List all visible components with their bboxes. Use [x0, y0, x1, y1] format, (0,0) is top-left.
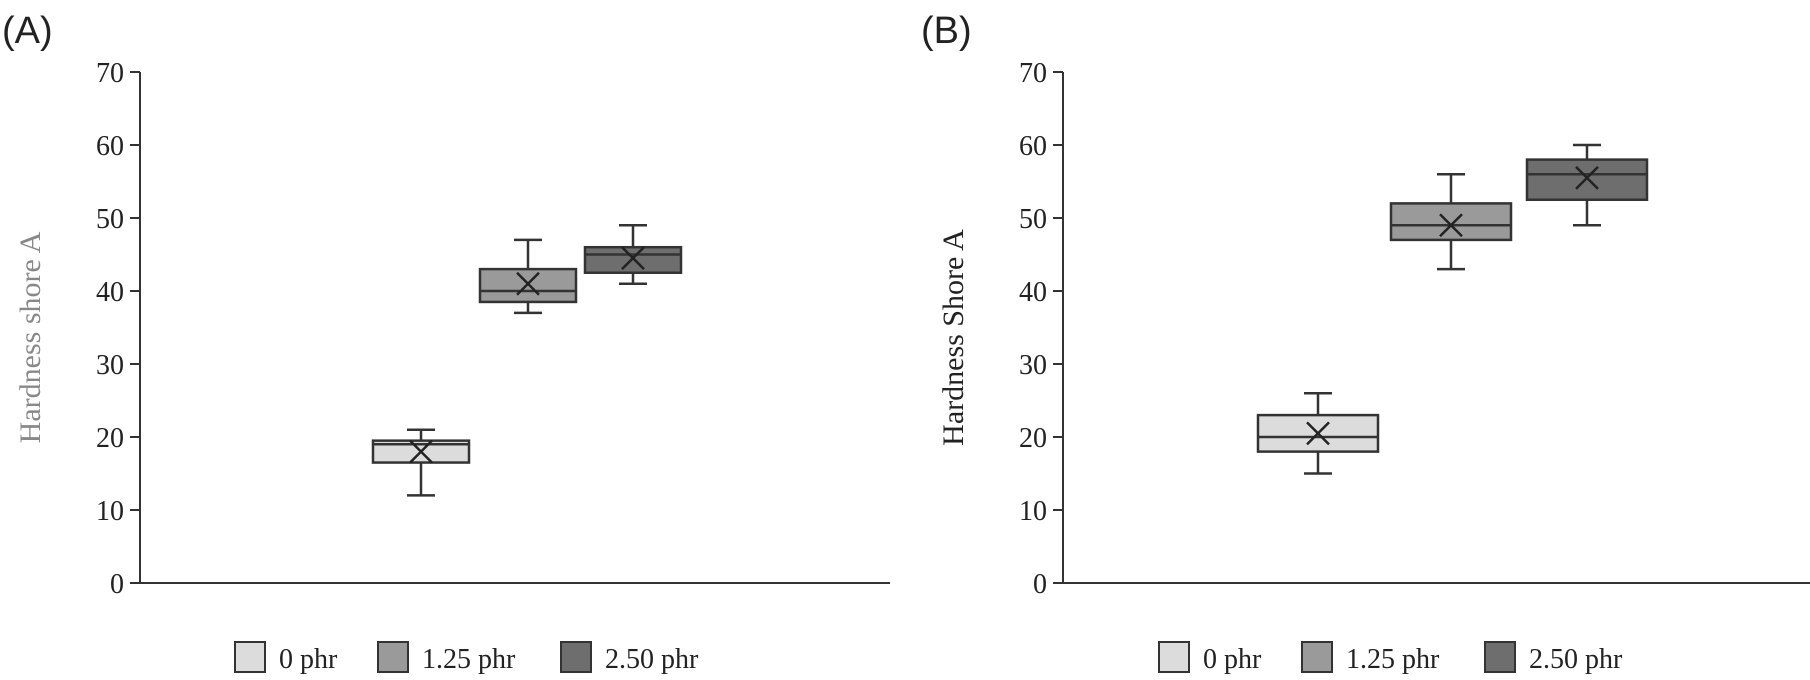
mean-marker-stroke-b: [1439, 213, 1463, 238]
y-tick-label: 70: [1019, 58, 1047, 89]
legend-label: 2.50 phr: [1529, 644, 1623, 675]
y-tick-label: 70: [96, 58, 124, 89]
y-tick-label: 40: [1019, 277, 1047, 308]
legend-label: 2.50 phr: [605, 644, 699, 675]
panel-label: (B): [921, 10, 972, 52]
box-0-phr: [1256, 391, 1380, 475]
y-tick-label: 50: [1019, 204, 1047, 235]
y-tick-label: 30: [96, 350, 124, 381]
y-axis-title: Hardness Shore A: [937, 229, 970, 446]
y-tick-label: 20: [1019, 423, 1047, 454]
legend-swatch: [560, 641, 592, 673]
legend-label: 0 phr: [1203, 644, 1262, 675]
box-iqr: [1525, 158, 1649, 202]
mean-marker-stroke-b: [1306, 421, 1330, 446]
y-tick-label: 20: [96, 423, 124, 454]
y-tick-label: 60: [1019, 131, 1047, 162]
legend-label: 0 phr: [279, 644, 338, 675]
y-tick-label: 30: [1019, 350, 1047, 381]
box-0-phr: [371, 428, 471, 497]
y-tick-label: 40: [96, 277, 124, 308]
legend-swatch: [377, 641, 409, 673]
y-tick-label: 0: [110, 569, 124, 600]
y-tick-label: 50: [96, 204, 124, 235]
y-tick-label: 10: [96, 496, 124, 527]
y-tick-label: 60: [96, 131, 124, 162]
legend-swatch: [1158, 641, 1190, 673]
mean-marker-stroke-b: [409, 439, 433, 464]
y-axis-title: Hardness shore A: [14, 231, 47, 443]
box-1-25-phr: [1389, 172, 1513, 271]
legend-label: 1.25 phr: [422, 644, 516, 675]
y-tick-label: 10: [1019, 496, 1047, 527]
box-iqr: [1389, 202, 1513, 242]
y-tick-label: 0: [1033, 569, 1047, 600]
mean-marker-stroke-b: [516, 271, 540, 296]
mean-marker-stroke-b: [1575, 165, 1599, 190]
box-2-50-phr: [583, 224, 683, 285]
legend-label: 1.25 phr: [1346, 644, 1440, 675]
box-1-25-phr: [478, 238, 578, 315]
legend-swatch: [1484, 641, 1516, 673]
box-iqr: [583, 245, 683, 274]
box-2-50-phr: [1525, 143, 1649, 227]
chart-panel-a: (A) Hardness shore A 0 10 20 30 40 50 60 70 0 phr 1…: [2, 10, 890, 675]
legend: 0 phr 1.25 phr 2.50 phr: [1158, 641, 1623, 675]
legend-swatch: [1301, 641, 1333, 673]
legend: 0 phr 1.25 phr 2.50 phr: [234, 641, 699, 675]
box-iqr: [478, 267, 578, 304]
mean-marker-stroke-b: [621, 246, 645, 271]
panel-label: (A): [2, 10, 53, 52]
legend-swatch: [234, 641, 266, 673]
chart-panel-b: (B) Hardness Shore A 0 10 20 30 40 50 60 70 0 phr 1…: [921, 10, 1810, 675]
